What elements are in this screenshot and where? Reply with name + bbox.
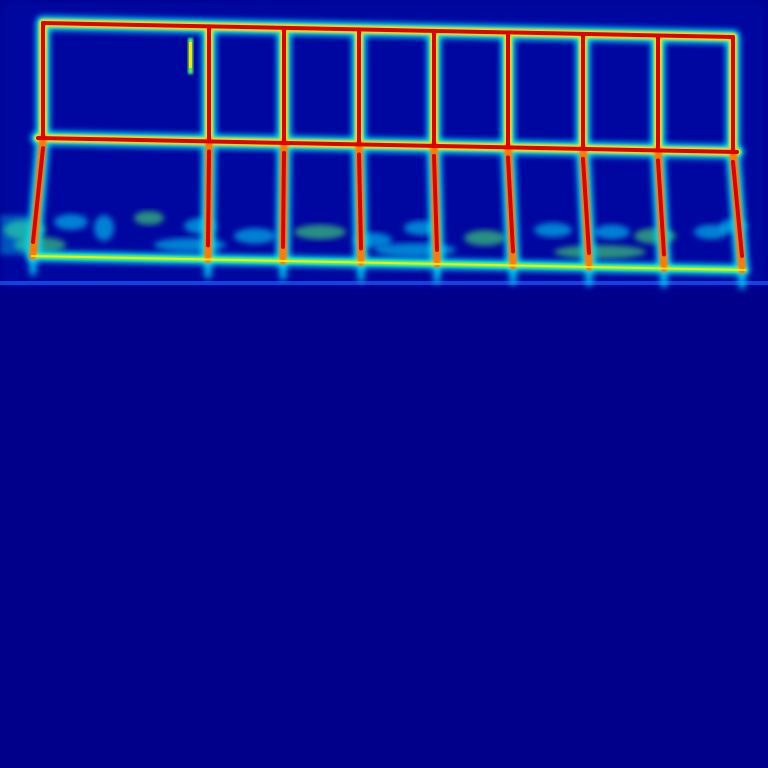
ground-blob (154, 238, 226, 252)
ground-blob (294, 225, 346, 240)
ground-blob (464, 230, 506, 246)
ground-blob (534, 223, 572, 238)
post-3-lower-core (359, 154, 361, 248)
ground-blob (94, 215, 114, 241)
ground-blob (54, 214, 88, 230)
post-2-lower-core (283, 153, 284, 247)
ground-blob (134, 211, 164, 225)
ground-blob (634, 228, 676, 244)
ground-blob (594, 225, 630, 240)
ground-blob (234, 228, 276, 244)
hotspot-mark (188, 38, 193, 74)
post-1-lower-core (208, 151, 209, 245)
left-edge-glow (0, 215, 30, 255)
lower-boundary-line (0, 281, 768, 285)
ground-blob (554, 245, 646, 259)
